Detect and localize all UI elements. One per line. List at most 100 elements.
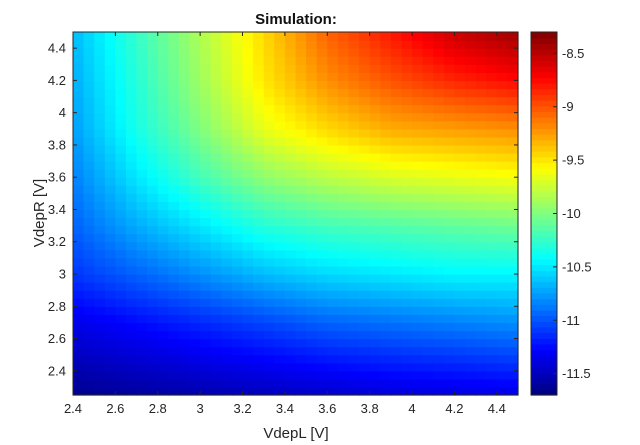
heatmap-cell bbox=[316, 290, 328, 299]
heatmap-cell bbox=[263, 209, 275, 219]
heatmap-cell bbox=[496, 112, 509, 122]
heatmap-cell bbox=[94, 40, 106, 49]
heatmap-cell bbox=[157, 241, 169, 251]
heatmap-cell bbox=[94, 257, 106, 267]
heatmap-cell bbox=[231, 298, 244, 307]
heatmap-cell bbox=[221, 153, 233, 162]
heatmap-cell bbox=[327, 201, 339, 211]
heatmap-cell bbox=[242, 209, 254, 219]
heatmap-cell bbox=[443, 136, 456, 146]
heatmap-cell bbox=[433, 241, 445, 251]
heatmap-cell bbox=[263, 185, 275, 194]
heatmap-cell bbox=[274, 330, 286, 340]
heatmap-cell bbox=[94, 209, 106, 219]
heatmap-cell bbox=[253, 217, 265, 227]
heatmap-cell bbox=[327, 290, 339, 299]
heatmap-cell bbox=[83, 241, 95, 251]
heatmap-cell bbox=[178, 306, 191, 315]
heatmap-cell bbox=[443, 298, 456, 307]
heatmap-cell bbox=[125, 40, 138, 49]
heatmap-cell bbox=[496, 120, 509, 130]
heatmap-cell bbox=[507, 322, 519, 332]
heatmap-cell bbox=[242, 40, 254, 49]
heatmap-cell bbox=[231, 265, 244, 275]
heatmap-cell bbox=[422, 225, 434, 235]
heatmap-cell bbox=[316, 370, 328, 380]
heatmap-cell bbox=[380, 225, 392, 235]
heatmap-cell bbox=[401, 48, 413, 57]
heatmap-cell bbox=[348, 72, 360, 81]
heatmap-cell bbox=[316, 330, 328, 340]
heatmap-cell bbox=[147, 136, 159, 146]
heatmap-cell bbox=[337, 153, 350, 162]
heatmap-cell bbox=[359, 314, 371, 323]
heatmap-cell bbox=[295, 354, 307, 364]
heatmap-cell bbox=[412, 257, 424, 267]
heatmap-cell bbox=[337, 144, 350, 154]
heatmap-cell bbox=[73, 209, 85, 219]
heatmap-cell bbox=[369, 72, 381, 81]
heatmap-cell bbox=[210, 354, 222, 364]
heatmap-cell bbox=[454, 378, 466, 388]
heatmap-cell bbox=[454, 241, 466, 251]
heatmap-cell bbox=[263, 64, 275, 73]
heatmap-cell bbox=[178, 72, 191, 81]
heatmap-cell bbox=[147, 169, 159, 178]
heatmap-cell bbox=[486, 233, 498, 243]
heatmap-cell bbox=[327, 169, 339, 178]
heatmap-cell bbox=[94, 225, 106, 235]
colorbar-segment bbox=[531, 196, 557, 203]
heatmap-cell bbox=[136, 314, 148, 323]
heatmap-cell bbox=[295, 161, 307, 170]
plot-frame bbox=[72, 31, 519, 396]
heatmap-cell bbox=[496, 96, 509, 106]
heatmap-cell bbox=[274, 201, 286, 211]
heatmap-cell bbox=[221, 322, 233, 332]
heatmap-cell bbox=[253, 144, 265, 154]
heatmap-cell bbox=[200, 346, 212, 356]
heatmap-cell bbox=[83, 96, 95, 106]
heatmap-cell bbox=[274, 169, 286, 178]
heatmap-cell bbox=[486, 112, 498, 122]
heatmap-cell bbox=[147, 72, 159, 81]
colorbar-segment bbox=[531, 236, 557, 243]
heatmap-cell bbox=[507, 88, 519, 98]
heatmap-cell bbox=[94, 96, 106, 106]
heatmap-cell bbox=[486, 330, 498, 340]
heatmap-cell bbox=[316, 386, 328, 396]
heatmap-cell bbox=[433, 80, 445, 90]
heatmap-cell bbox=[147, 217, 159, 227]
heatmap-cell bbox=[253, 378, 265, 388]
heatmap-cell bbox=[189, 217, 201, 227]
heatmap-cell bbox=[454, 225, 466, 235]
heatmap-cell bbox=[412, 144, 424, 154]
heatmap-cell bbox=[284, 298, 297, 307]
heatmap-cell bbox=[157, 378, 169, 388]
heatmap-cell bbox=[83, 136, 95, 146]
heatmap-cell bbox=[380, 201, 392, 211]
heatmap-cell bbox=[200, 201, 212, 211]
heatmap-cell bbox=[125, 128, 138, 138]
x-tick-label: 2.8 bbox=[149, 401, 167, 416]
heatmap-cell bbox=[231, 153, 244, 162]
heatmap-cell bbox=[337, 112, 350, 122]
heatmap-cell bbox=[210, 386, 222, 396]
heatmap-cell bbox=[380, 233, 392, 243]
heatmap-cell bbox=[125, 233, 138, 243]
heatmap-cell bbox=[359, 217, 371, 227]
heatmap-cell bbox=[465, 362, 477, 372]
heatmap-cell bbox=[422, 346, 434, 356]
heatmap-cell bbox=[73, 161, 85, 170]
colorbar-segment bbox=[531, 207, 557, 215]
heatmap-cell bbox=[295, 185, 307, 194]
heatmap-cell bbox=[475, 346, 487, 356]
heatmap-cell bbox=[486, 64, 498, 73]
heatmap-cell bbox=[507, 282, 519, 291]
heatmap-cell bbox=[316, 282, 328, 291]
heatmap-cell bbox=[465, 169, 477, 178]
colorbar-segment bbox=[531, 134, 557, 141]
heatmap-cell bbox=[337, 354, 350, 364]
heatmap-cell bbox=[263, 193, 275, 202]
heatmap-cell bbox=[465, 290, 477, 299]
heatmap-cell bbox=[422, 233, 434, 243]
